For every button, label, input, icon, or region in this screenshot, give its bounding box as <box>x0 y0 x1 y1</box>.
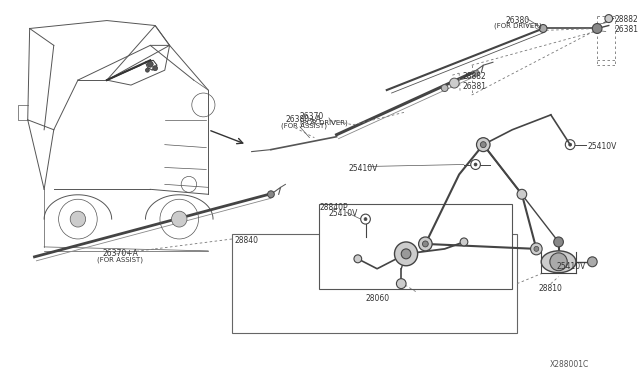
Circle shape <box>153 66 157 71</box>
Circle shape <box>460 238 468 246</box>
Text: 28840: 28840 <box>234 236 259 245</box>
Circle shape <box>442 84 448 92</box>
Circle shape <box>540 25 547 32</box>
Bar <box>319 204 512 289</box>
Circle shape <box>605 15 612 23</box>
Circle shape <box>364 218 367 221</box>
Text: 28882: 28882 <box>462 72 486 81</box>
Circle shape <box>474 70 479 76</box>
Text: 28882: 28882 <box>614 15 638 23</box>
Circle shape <box>481 142 486 148</box>
Circle shape <box>396 279 406 289</box>
Text: (FOR DRIVER): (FOR DRIVER) <box>494 23 542 29</box>
Circle shape <box>569 143 572 146</box>
Circle shape <box>268 191 275 198</box>
Circle shape <box>145 68 149 72</box>
Circle shape <box>531 243 542 255</box>
Text: 26380: 26380 <box>506 16 530 25</box>
Ellipse shape <box>541 251 576 273</box>
Text: (FOR DRIVER): (FOR DRIVER) <box>300 120 348 126</box>
Text: 25410V: 25410V <box>588 142 617 151</box>
Circle shape <box>550 253 567 271</box>
Text: 28810: 28810 <box>539 283 563 293</box>
Circle shape <box>147 61 153 67</box>
Circle shape <box>394 242 418 266</box>
Circle shape <box>354 255 362 263</box>
Text: 26381: 26381 <box>614 25 639 33</box>
Text: X288001C: X288001C <box>550 360 589 369</box>
Text: (FOR ASSIST): (FOR ASSIST) <box>97 257 143 263</box>
Text: (FOR ASSIST): (FOR ASSIST) <box>280 123 326 129</box>
Circle shape <box>401 249 411 259</box>
Bar <box>232 234 517 333</box>
Circle shape <box>534 246 539 251</box>
Text: 26370+A: 26370+A <box>102 249 138 258</box>
Text: 28840P: 28840P <box>319 203 348 212</box>
Circle shape <box>517 189 527 199</box>
Circle shape <box>477 138 490 152</box>
Text: 26380+A: 26380+A <box>285 115 321 124</box>
Text: 26381: 26381 <box>462 82 486 91</box>
Text: 25410V: 25410V <box>348 164 378 173</box>
Circle shape <box>419 237 432 251</box>
Circle shape <box>70 211 86 227</box>
Circle shape <box>449 78 459 88</box>
Text: 25410V: 25410V <box>329 209 358 218</box>
Circle shape <box>588 257 597 267</box>
Text: 25410V: 25410V <box>557 262 586 271</box>
Text: 28060: 28060 <box>365 294 389 302</box>
Circle shape <box>593 23 602 33</box>
Circle shape <box>422 241 428 247</box>
Circle shape <box>474 163 477 166</box>
Text: 26370: 26370 <box>300 112 324 121</box>
Circle shape <box>554 237 563 247</box>
Circle shape <box>172 211 187 227</box>
